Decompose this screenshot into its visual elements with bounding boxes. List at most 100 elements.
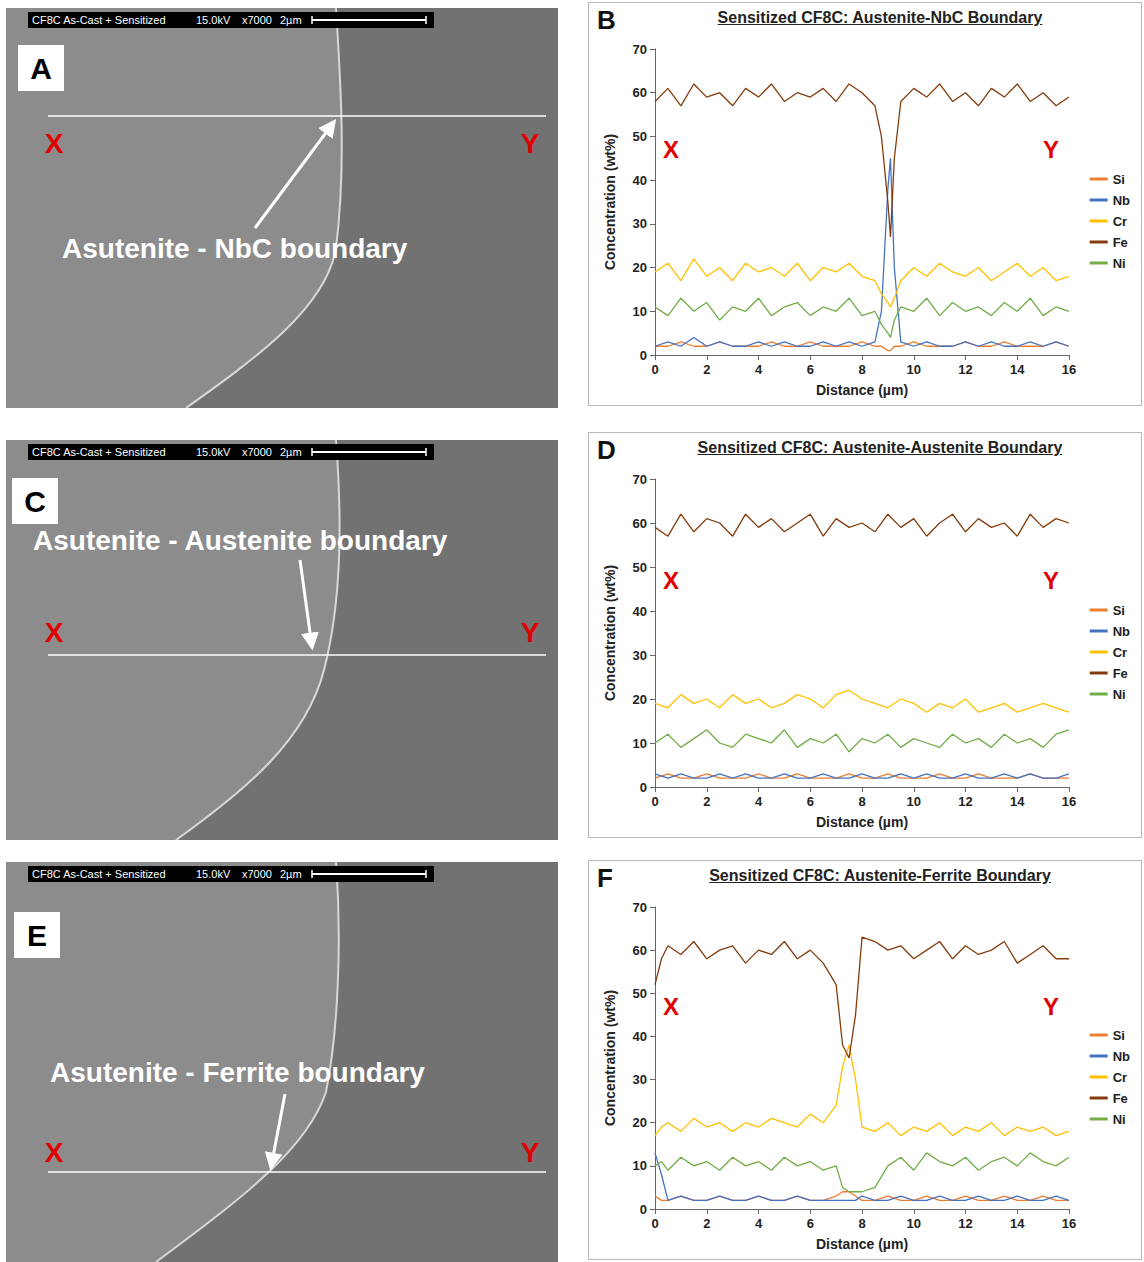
svg-text:C: C [24,485,46,518]
svg-text:Si: Si [1113,1028,1125,1043]
svg-text:Distance (µm): Distance (µm) [816,1236,908,1252]
svg-text:0: 0 [651,362,658,377]
svg-text:20: 20 [633,1115,647,1130]
svg-text:Distance (µm): Distance (µm) [816,814,908,830]
svg-text:15.0kV: 15.0kV [196,868,231,880]
svg-text:40: 40 [633,1029,647,1044]
svg-text:8: 8 [858,794,865,809]
svg-text:A: A [30,52,52,85]
svg-text:X: X [663,567,679,594]
svg-text:2: 2 [703,362,710,377]
svg-text:Y: Y [521,128,540,159]
svg-text:10: 10 [907,1216,921,1231]
svg-text:Distance (µm): Distance (µm) [816,382,908,398]
svg-text:X: X [45,128,64,159]
svg-text:Ni: Ni [1113,1112,1126,1127]
svg-text:Concentration (wt%): Concentration (wt%) [602,990,618,1126]
svg-text:16: 16 [1062,362,1076,377]
svg-text:X: X [45,1137,64,1168]
svg-text:Asutenite - Ferrite boundary: Asutenite - Ferrite boundary [50,1057,425,1088]
svg-text:12: 12 [958,362,972,377]
svg-text:CF8C As-Cast + Sensitized: CF8C As-Cast + Sensitized [32,14,166,26]
svg-text:Si: Si [1113,172,1125,187]
svg-text:15.0kV: 15.0kV [196,14,231,26]
svg-text:0: 0 [651,794,658,809]
svg-text:8: 8 [858,362,865,377]
svg-text:Asutenite - Austenite boundary: Asutenite - Austenite boundary [33,525,448,556]
svg-text:x7000: x7000 [242,868,272,880]
svg-text:12: 12 [958,1216,972,1231]
svg-text:Ni: Ni [1113,687,1126,702]
svg-text:Fe: Fe [1113,1091,1128,1106]
svg-text:Fe: Fe [1113,666,1128,681]
svg-text:6: 6 [807,362,814,377]
svg-text:16: 16 [1062,794,1076,809]
svg-text:Y: Y [521,1137,540,1168]
svg-text:60: 60 [633,943,647,958]
svg-text:6: 6 [807,794,814,809]
svg-text:Y: Y [521,617,540,648]
svg-text:8: 8 [858,1216,865,1231]
svg-text:2: 2 [703,1216,710,1231]
svg-text:0: 0 [640,348,647,363]
svg-text:0: 0 [640,780,647,795]
svg-text:2µm: 2µm [280,446,302,458]
svg-text:60: 60 [633,85,647,100]
svg-text:Y: Y [1043,136,1059,163]
svg-text:40: 40 [633,604,647,619]
svg-text:10: 10 [633,736,647,751]
svg-text:x7000: x7000 [242,446,272,458]
svg-text:2µm: 2µm [280,868,302,880]
svg-text:50: 50 [633,560,647,575]
svg-text:30: 30 [633,648,647,663]
svg-text:2: 2 [703,794,710,809]
svg-text:10: 10 [633,1158,647,1173]
svg-text:Ni: Ni [1113,256,1126,271]
svg-text:10: 10 [907,794,921,809]
svg-text:50: 50 [633,129,647,144]
svg-text:70: 70 [633,472,647,487]
svg-text:16: 16 [1062,1216,1076,1231]
svg-text:20: 20 [633,260,647,275]
svg-text:14: 14 [1010,362,1025,377]
svg-text:20: 20 [633,692,647,707]
svg-text:Cr: Cr [1113,214,1127,229]
svg-text:14: 14 [1010,794,1025,809]
svg-text:0: 0 [640,1202,647,1217]
svg-text:Concentration (wt%): Concentration (wt%) [602,134,618,270]
svg-text:X: X [663,136,679,163]
svg-text:CF8C As-Cast + Sensitized: CF8C As-Cast + Sensitized [32,446,166,458]
svg-text:Cr: Cr [1113,1070,1127,1085]
svg-text:4: 4 [755,1216,763,1231]
svg-text:X: X [663,993,679,1020]
svg-text:E: E [27,919,47,952]
svg-text:70: 70 [633,42,647,57]
svg-text:Nb: Nb [1113,193,1130,208]
svg-text:14: 14 [1010,1216,1025,1231]
svg-text:Nb: Nb [1113,1049,1130,1064]
svg-text:CF8C As-Cast + Sensitized: CF8C As-Cast + Sensitized [32,868,166,880]
svg-text:Y: Y [1043,567,1059,594]
svg-text:Fe: Fe [1113,235,1128,250]
svg-text:Nb: Nb [1113,624,1130,639]
svg-text:50: 50 [633,986,647,1001]
svg-text:Asutenite - NbC boundary: Asutenite - NbC boundary [62,233,408,264]
svg-text:60: 60 [633,516,647,531]
svg-text:12: 12 [958,794,972,809]
svg-text:4: 4 [755,794,763,809]
svg-text:30: 30 [633,1072,647,1087]
svg-text:Concentration (wt%): Concentration (wt%) [602,565,618,701]
svg-text:0: 0 [651,1216,658,1231]
svg-text:Cr: Cr [1113,645,1127,660]
svg-text:Si: Si [1113,603,1125,618]
svg-text:Y: Y [1043,993,1059,1020]
svg-text:30: 30 [633,216,647,231]
svg-text:70: 70 [633,900,647,915]
svg-text:2µm: 2µm [280,14,302,26]
svg-text:40: 40 [633,173,647,188]
svg-text:15.0kV: 15.0kV [196,446,231,458]
svg-text:X: X [45,617,64,648]
svg-text:x7000: x7000 [242,14,272,26]
svg-text:6: 6 [807,1216,814,1231]
svg-text:10: 10 [633,304,647,319]
